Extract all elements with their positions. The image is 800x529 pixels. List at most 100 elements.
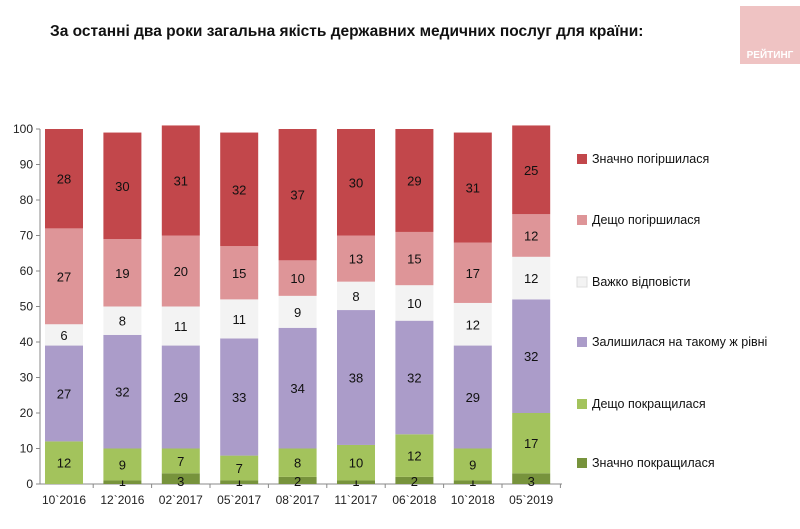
data-label: 10 <box>290 271 304 286</box>
bar-segment <box>45 441 83 484</box>
data-label: 12 <box>407 449 421 464</box>
legend-label: Значно покращилася <box>592 456 715 470</box>
bar-segment <box>103 239 142 307</box>
data-label: 1 <box>119 474 126 489</box>
x-tick-label: 06`2018 <box>392 493 436 507</box>
data-label: 8 <box>119 314 126 329</box>
data-label: 12 <box>524 229 538 244</box>
bar-segment <box>103 132 142 240</box>
x-tick-label: 10`2018 <box>451 493 495 507</box>
data-label: 10 <box>349 456 363 471</box>
data-label: 32 <box>232 182 246 197</box>
bar-stack: 12 27 6 27 28 <box>45 129 83 484</box>
bar-segment <box>161 125 200 236</box>
bar-stack: 17 33 11 15 32 <box>220 132 259 489</box>
bar-segment <box>337 129 375 236</box>
data-label: 2 <box>411 474 418 489</box>
bar-segment <box>161 306 200 346</box>
chart-title: За останні два роки загальна якість держ… <box>50 23 643 40</box>
x-tick-label: 12`2016 <box>100 493 144 507</box>
bar-segment <box>161 345 200 449</box>
bar-segment <box>453 242 492 303</box>
bar-segment <box>453 448 492 481</box>
bar-segment <box>337 310 375 445</box>
bar-segment <box>220 132 259 247</box>
bar-segment <box>278 260 317 296</box>
bar-segment <box>395 320 434 435</box>
legend-label: Залишилася на такому ж рівні <box>592 335 767 349</box>
y-tick-label: 90 <box>20 158 34 172</box>
bar-segment <box>103 448 142 481</box>
data-label: 38 <box>349 371 363 386</box>
bar-segment <box>45 324 83 346</box>
bar-segment <box>161 448 200 474</box>
data-label: 9 <box>469 457 476 472</box>
bar-segment <box>337 444 375 481</box>
data-label: 12 <box>57 456 71 471</box>
watermark-text: РЕЙТИНГ <box>747 48 794 61</box>
y-tick-label: 50 <box>20 300 34 314</box>
bar-segment <box>395 285 434 321</box>
bar-segment <box>453 132 492 243</box>
bar-segment <box>45 345 83 442</box>
data-label: 15 <box>232 266 246 281</box>
bar-segment <box>278 295 317 328</box>
bar-segment <box>278 327 317 449</box>
legend-swatch <box>576 276 588 288</box>
data-label: 6 <box>60 328 67 343</box>
bar-segment <box>337 281 375 311</box>
bar-segment <box>220 246 259 300</box>
data-label: 32 <box>407 371 421 386</box>
x-axis: 10`2016 12`2016 02`2017 05`2017 08`2017 11`20… <box>42 484 561 507</box>
data-label: 13 <box>349 252 363 267</box>
bar-segment <box>395 231 434 286</box>
data-label: 31 <box>174 173 188 188</box>
data-label: 8 <box>294 456 301 471</box>
data-label: 37 <box>290 188 304 203</box>
bar-segment <box>103 480 142 484</box>
y-tick-label: 60 <box>20 264 34 278</box>
data-label: 15 <box>407 252 421 267</box>
data-label: 27 <box>57 269 71 284</box>
bar-segment <box>512 473 551 484</box>
y-tick-label: 20 <box>20 406 34 420</box>
bar-segment <box>337 480 375 484</box>
data-label: 25 <box>524 163 538 178</box>
data-label: 34 <box>290 381 304 396</box>
data-label: 3 <box>177 474 184 489</box>
legend-item: Важко відповісти <box>576 275 691 289</box>
bar-segment <box>512 256 551 300</box>
data-label: 29 <box>466 390 480 405</box>
bar-stack: 2 8 34 9 10 37 <box>278 129 317 489</box>
bar-stack: 3 7 29 11 20 31 <box>161 125 200 489</box>
legend-item: Залишилася на такому ж рівні <box>577 335 767 349</box>
data-label: 30 <box>349 175 363 190</box>
bar-segment <box>103 334 142 449</box>
data-label: 17 <box>466 266 480 281</box>
data-label: 30 <box>115 179 129 194</box>
data-label: 1 <box>469 474 476 489</box>
x-tick-label: 02`2017 <box>159 493 203 507</box>
legend-label: Важко відповісти <box>592 275 691 289</box>
data-label: 11 <box>232 312 246 327</box>
data-label: 33 <box>232 390 246 405</box>
data-label: 28 <box>57 172 71 187</box>
data-label: 29 <box>174 390 188 405</box>
legend-swatch <box>577 215 587 225</box>
y-tick-label: 30 <box>20 371 34 385</box>
data-label: 29 <box>407 173 421 188</box>
bar-segment <box>395 434 434 477</box>
legend-label: Дещо погіршилася <box>592 213 700 227</box>
bar-stack: 3 17 32 12 12 25 <box>512 125 551 489</box>
legend-label: Дещо покращилася <box>592 397 706 411</box>
legend-item: Дещо погіршилася <box>577 213 700 227</box>
y-tick-label: 100 <box>13 122 33 136</box>
data-label: 3 <box>528 474 535 489</box>
data-label: 1 <box>236 474 243 489</box>
bars: 1227627281932819303729112031173311153228… <box>45 125 551 489</box>
bar-segment <box>395 129 434 232</box>
data-label: 2 <box>294 474 301 489</box>
legend-item: Значно погіршилася <box>577 152 709 166</box>
legend-swatch <box>577 399 587 409</box>
